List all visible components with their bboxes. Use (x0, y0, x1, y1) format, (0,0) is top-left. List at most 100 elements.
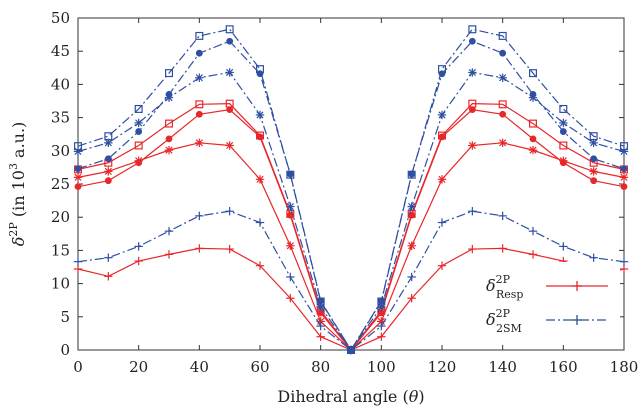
x-tick-label: 140 (488, 358, 517, 376)
data-point (438, 218, 446, 226)
data-point (227, 38, 233, 44)
data-point (195, 212, 203, 220)
legend-2sm-sub: 2SM (496, 322, 522, 335)
data-point (166, 91, 172, 97)
data-point (530, 136, 536, 142)
y-tick-label: 45 (51, 42, 70, 60)
x-axis-label-text: Dihedral angle ( (277, 387, 408, 406)
data-point (165, 250, 173, 258)
data-point (196, 33, 203, 40)
data-point (407, 273, 415, 281)
y-tick-label: 50 (51, 9, 70, 27)
data-point (559, 242, 567, 250)
data-point (529, 146, 537, 154)
x-axis-label-close: ) (418, 387, 424, 406)
data-point (621, 166, 627, 172)
data-point (286, 242, 294, 250)
data-point (256, 218, 264, 226)
data-point (74, 257, 82, 265)
data-point (438, 111, 446, 119)
legend-resp-symbol: δ (486, 276, 496, 295)
data-point (498, 212, 506, 220)
legend-box (452, 262, 620, 342)
data-point (500, 50, 506, 56)
x-tick-label: 60 (250, 358, 269, 376)
data-point (620, 257, 628, 265)
data-point (134, 257, 142, 265)
data-point (105, 178, 111, 184)
y-tick-label: 5 (60, 308, 70, 326)
x-axis-label: Dihedral angle (θ) (277, 387, 424, 406)
data-point (498, 244, 506, 252)
y-axis-label-pre: (in 10 (9, 170, 28, 222)
data-point (589, 167, 597, 175)
data-point (407, 202, 415, 210)
y-tick-label: 10 (51, 275, 70, 293)
data-point (621, 184, 627, 190)
data-point (196, 50, 202, 56)
data-point (104, 254, 112, 262)
data-point (225, 207, 233, 215)
data-point (256, 111, 264, 119)
data-point (225, 141, 233, 149)
x-tick-label: 120 (428, 358, 457, 376)
data-point (195, 139, 203, 147)
legend-2sm-symbol: δ (486, 310, 496, 329)
data-point (560, 129, 566, 135)
legend-2sm-sup: 2P (496, 307, 511, 320)
data-point (225, 245, 233, 253)
y-tick-label: 30 (51, 142, 70, 160)
y-tick-label: 35 (51, 109, 70, 127)
data-point (286, 273, 294, 281)
data-point (529, 250, 537, 258)
data-point (498, 74, 506, 82)
data-point (74, 265, 82, 273)
x-tick-label: 80 (311, 358, 330, 376)
y-tick-label: 25 (51, 175, 70, 193)
x-tick-label: 180 (610, 358, 639, 376)
data-point (591, 156, 597, 162)
data-point (165, 146, 173, 154)
y-tick-label: 20 (51, 208, 70, 226)
x-tick-label: 160 (549, 358, 578, 376)
data-point (500, 111, 506, 117)
x-tick-label: 20 (129, 358, 148, 376)
y-tick-label: 0 (60, 341, 70, 359)
data-point (75, 166, 81, 172)
data-point (74, 173, 82, 181)
data-point (530, 91, 536, 97)
y-axis-label-post: a.u.) (9, 122, 28, 163)
data-point (104, 272, 112, 280)
data-point (105, 156, 111, 162)
y-axis-label: δ2P (in 103 a.u.) (7, 122, 28, 247)
x-tick-label: 0 (73, 358, 83, 376)
data-point (620, 265, 628, 273)
data-point (286, 202, 294, 210)
data-point (468, 141, 476, 149)
data-point (468, 68, 476, 76)
data-point (134, 119, 142, 127)
data-point (529, 227, 537, 235)
data-point (498, 139, 506, 147)
legend-resp-sup: 2P (496, 273, 511, 286)
legend: δ2P Resp δ2P 2SM (452, 262, 620, 342)
data-point (136, 129, 142, 135)
data-point (166, 136, 172, 142)
data-point (196, 111, 202, 117)
data-point (256, 175, 264, 183)
data-point (378, 298, 384, 304)
data-point (620, 173, 628, 181)
y-tick-label: 15 (51, 241, 70, 259)
data-point (134, 242, 142, 250)
y-tick-label: 40 (51, 75, 70, 93)
data-point (468, 245, 476, 253)
data-point (469, 38, 475, 44)
data-point (225, 68, 233, 76)
data-point (559, 119, 567, 127)
y-axis-label-exp: 3 (7, 163, 20, 170)
data-point (468, 207, 476, 215)
data-point (560, 160, 566, 166)
x-tick-label: 100 (367, 358, 396, 376)
data-point (438, 175, 446, 183)
